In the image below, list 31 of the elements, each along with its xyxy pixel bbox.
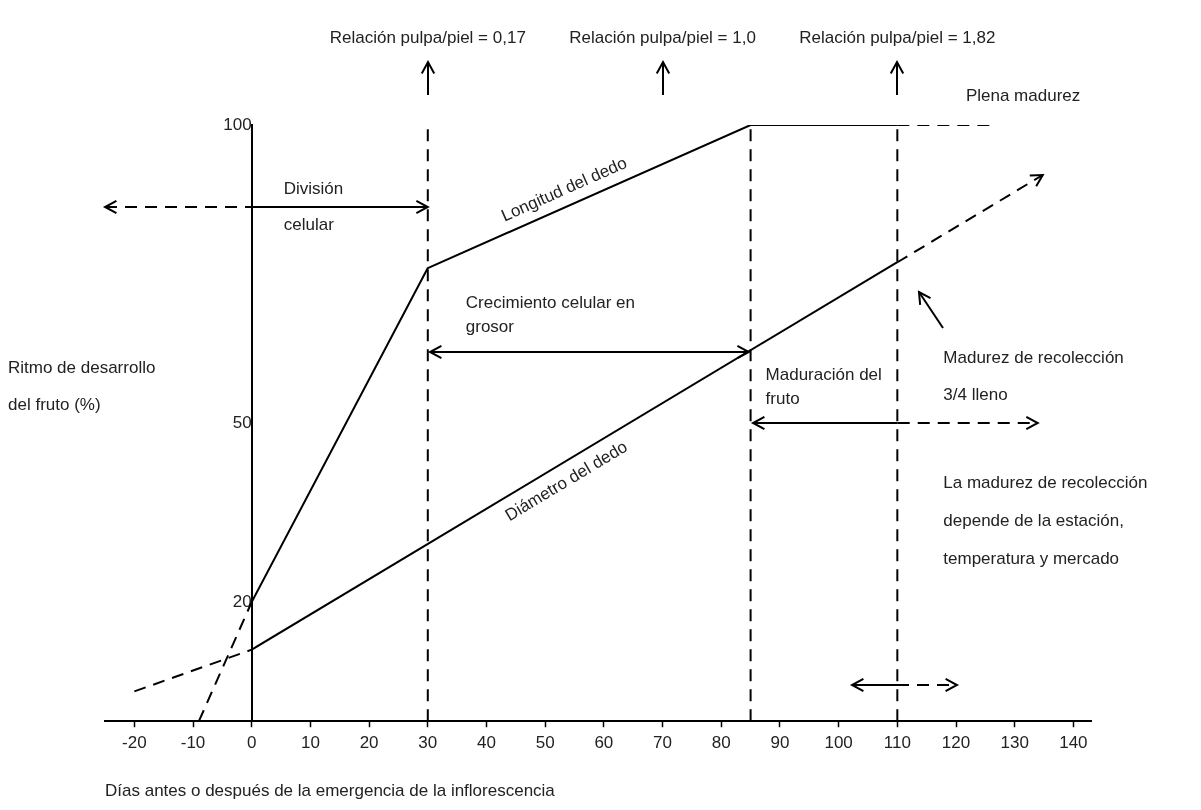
x-tick-label: 50 <box>535 733 555 753</box>
x-tick-label: 120 <box>941 733 971 753</box>
x-tick-label: 130 <box>1000 733 1029 753</box>
x-tick-label: 30 <box>418 733 438 753</box>
x-tick-label: 140 <box>1059 733 1088 753</box>
x-axis-title: Días antes o después de la emergencia de la inflorescencia <box>105 781 556 801</box>
y-tick-label: 100 <box>223 114 252 134</box>
text: Relación pulpa/piel = 1,82 <box>799 27 996 47</box>
annotation: Madurez de recolección 3/4 lleno <box>943 347 1124 404</box>
text: Relación pulpa/piel = 1,0 <box>569 27 756 47</box>
x-tick-label: 20 <box>359 733 379 753</box>
y-tick-label: 50 <box>232 412 252 432</box>
text: Plena madurez <box>965 86 1081 106</box>
x-tick-label: 0 <box>246 733 257 753</box>
x-tick-label: 80 <box>711 733 731 753</box>
x-tick-label: 60 <box>594 733 614 753</box>
x-tick-label: 110 <box>883 733 911 753</box>
annotation: División celular <box>283 178 344 234</box>
x-tick-label: -20 <box>122 733 147 753</box>
text: Relación pulpa/piel = 0,17 <box>329 27 526 47</box>
x-tick-label: 100 <box>824 733 853 753</box>
x-tick-label: 90 <box>770 733 790 753</box>
x-tick-label: 10 <box>300 733 320 753</box>
annotation: La madurez de recolección depende de la estación, temperatura y mercado <box>943 472 1148 568</box>
y-tick-label: 20 <box>232 591 252 611</box>
x-tick-label: 40 <box>477 733 496 753</box>
x-tick-label: 70 <box>653 733 673 753</box>
annotation: Maduración del fruto <box>765 364 882 408</box>
y-axis-title: Ritmo de desarrollo del fruto (%) <box>8 357 156 414</box>
annotation: Crecimiento celular en grosor <box>465 293 635 337</box>
x-tick-label: -10 <box>180 733 206 753</box>
